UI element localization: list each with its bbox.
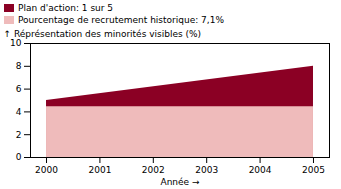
svg-text:0: 0 (16, 152, 22, 162)
svg-text:4: 4 (16, 107, 22, 117)
svg-text:8: 8 (16, 61, 22, 71)
svg-text:6: 6 (16, 84, 22, 94)
svg-text:2000: 2000 (35, 165, 58, 175)
svg-text:↑ Réprésentation des minorités: ↑ Réprésentation des minorités visibles … (4, 29, 202, 39)
svg-text:2002: 2002 (142, 165, 165, 175)
html-text:Pourcentage de recrutement his: Pourcentage de recrutement historique: 7… (18, 15, 224, 25)
svg-text:2: 2 (16, 130, 22, 140)
svg-text:2003: 2003 (195, 165, 218, 175)
html-text:Plan d'action: 1 sur 5: Plan d'action: 1 sur 5 (18, 3, 114, 13)
svg-text:2004: 2004 (249, 165, 272, 175)
svg-text:2005: 2005 (302, 165, 325, 175)
svg-text:Année →: Année → (160, 177, 200, 187)
svg-text:10: 10 (10, 38, 22, 48)
svg-text:2001: 2001 (88, 165, 111, 175)
